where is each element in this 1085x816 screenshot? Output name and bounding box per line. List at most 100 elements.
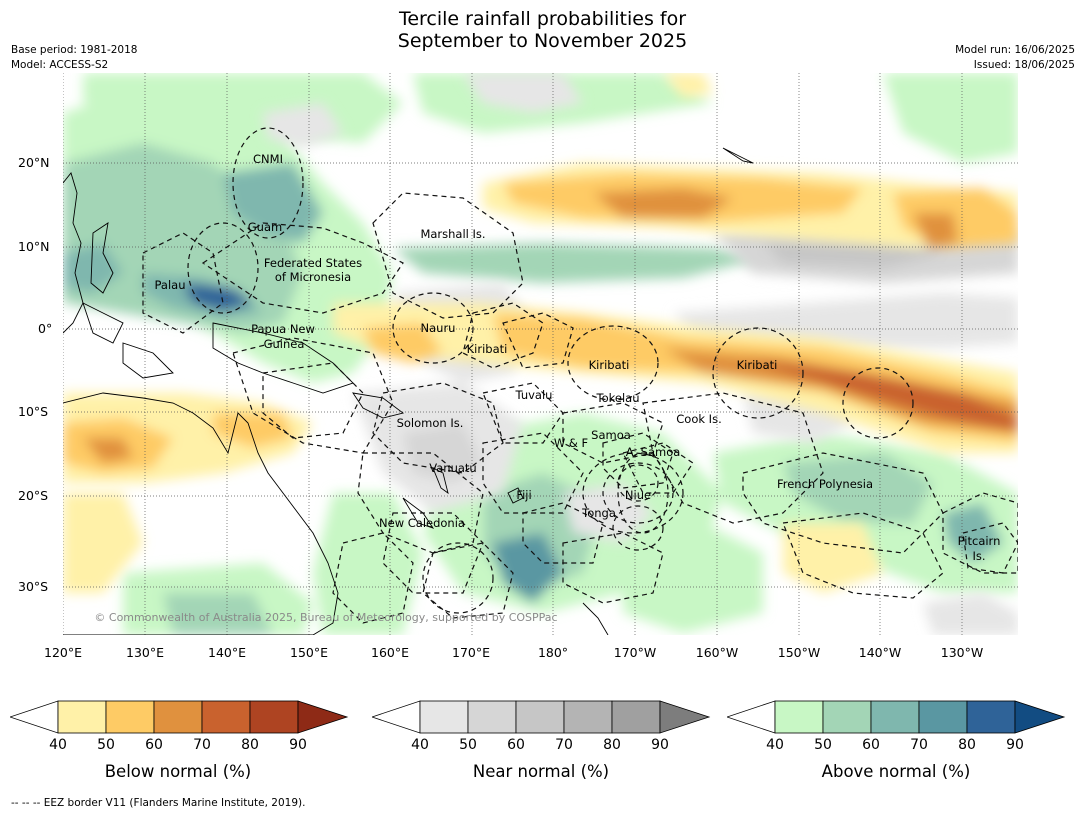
eez-label-palau: Palau	[155, 278, 186, 292]
meta-right: Model run: 16/06/2025 Issued: 18/06/2025	[955, 43, 1075, 73]
colorbar-near-segment	[563, 700, 613, 734]
lon-tick-9: 150°W	[777, 645, 821, 660]
lon-tick-4: 160°E	[370, 645, 410, 660]
eez-label-samoa: Samoa	[591, 428, 631, 442]
eez-label-png-1: Papua New	[251, 322, 315, 336]
eez-label-tuvalu: Tuvalu	[515, 388, 553, 402]
eez-label-tokelau: Tokelau	[596, 391, 640, 405]
eez-label-kiribati-west: Kiribati	[467, 342, 508, 356]
lon-tick-8: 160°W	[695, 645, 739, 660]
eez-label-tonga: Tonga	[581, 506, 616, 520]
model-name: Model: ACCESS-S2	[11, 59, 109, 71]
eez-label-solomon: Solomon Is.	[397, 416, 464, 430]
cb-above-tick-50: 50	[814, 737, 832, 753]
colorbar-below-segment	[249, 700, 299, 734]
below-normal-regions	[63, 73, 1018, 593]
eez-label-kiribati-east: Kiribati	[737, 358, 778, 372]
colorbar-above	[727, 700, 1066, 734]
cb-near-tick-60: 60	[507, 737, 525, 753]
cb-above-tick-80: 80	[958, 737, 976, 753]
lon-tick-10: 140°W	[858, 645, 902, 660]
eez-label-kiribati-central: Kiribati	[589, 358, 630, 372]
eez-label-niue: Niue	[625, 488, 651, 502]
eez-label-vanuatu: Vanuatu	[429, 461, 476, 475]
colorbar-below-segment	[57, 700, 107, 734]
colorbar-below-title: Below normal (%)	[104, 762, 252, 781]
cb-below-tick-70: 70	[193, 737, 211, 753]
lat-tick-1: 10°N	[18, 239, 50, 254]
lat-tick-4: 20°S	[18, 488, 49, 503]
cb-below-tick-50: 50	[97, 737, 115, 753]
model-run: Model run: 16/06/2025	[955, 44, 1075, 56]
eez-footnote: -- -- -- EEZ border V11 (Flanders Marine…	[11, 797, 306, 809]
chart-title: Tercile rainfall probabilities for Septe…	[0, 8, 1085, 52]
colorbar-above-segment	[918, 700, 968, 734]
eez-label-fiji: Fiji	[516, 488, 531, 502]
colorbar-below-segment	[105, 700, 155, 734]
cb-below-tick-90: 90	[289, 737, 307, 753]
eez-label-png-2: Guinea	[264, 337, 305, 351]
colorbar-above-high-arrow	[1014, 700, 1066, 734]
eez-label-asamoa: A. Samoa	[626, 445, 681, 459]
eez-label-fsm-2: of Micronesia	[275, 270, 351, 284]
eez-labels: CNMI Guam Marshall Is. Federated States …	[155, 152, 1001, 563]
colorbar-near-segment	[611, 700, 661, 734]
title-line-1: Tercile rainfall probabilities for	[398, 8, 687, 30]
cb-near-tick-40: 40	[411, 737, 429, 753]
cb-below-tick-40: 40	[49, 737, 67, 753]
cb-above-tick-70: 70	[910, 737, 928, 753]
lat-tick-3: 10°S	[18, 404, 49, 419]
lon-tick-1: 130°E	[125, 645, 165, 660]
eez-label-nauru: Nauru	[421, 321, 456, 335]
eez-label-pitcairn-2: Is.	[972, 549, 985, 563]
rainfall-probability-map: CNMI Guam Marshall Is. Federated States …	[63, 73, 1018, 635]
colorbar-below	[10, 700, 349, 734]
copyright-notice: © Commonwealth of Australia 2025, Bureau…	[94, 611, 557, 624]
colorbar-near-low-arrow	[372, 700, 421, 734]
title-line-2: September to November 2025	[397, 30, 688, 52]
colorbar-above-segment	[822, 700, 872, 734]
eez-borders	[142, 127, 1018, 624]
colorbar-below-segment	[153, 700, 203, 734]
colorbar-above-segment	[966, 700, 1016, 734]
colorbar-above-segment	[774, 700, 824, 734]
cb-near-tick-70: 70	[555, 737, 573, 753]
colorbar-near-segment	[419, 700, 469, 734]
colorbar-near-segment	[467, 700, 517, 734]
lon-tick-11: 130°W	[940, 645, 984, 660]
eez-label-fsm-1: Federated States	[264, 256, 362, 270]
colorbar-below-segment	[201, 700, 251, 734]
colorbar-above-segment	[870, 700, 920, 734]
lat-tick-5: 30°S	[18, 579, 49, 594]
eez-label-pitcairn-1: Pitcairn	[958, 534, 1001, 548]
cb-below-tick-60: 60	[145, 737, 163, 753]
cb-above-tick-90: 90	[1006, 737, 1024, 753]
colorbar-below-high-arrow	[297, 700, 349, 734]
lat-tick-0: 20°N	[18, 155, 50, 170]
cb-near-tick-50: 50	[459, 737, 477, 753]
eez-label-marshall: Marshall Is.	[420, 227, 485, 241]
base-period: Base period: 1981-2018	[11, 44, 138, 56]
lat-tick-2: 0°	[38, 321, 53, 336]
cb-above-tick-60: 60	[862, 737, 880, 753]
cb-near-tick-80: 80	[603, 737, 621, 753]
cb-above-tick-40: 40	[766, 737, 784, 753]
lon-tick-7: 170°W	[613, 645, 657, 660]
eez-label-french-polynesia: French Polynesia	[777, 477, 873, 491]
lon-tick-2: 140°E	[207, 645, 247, 660]
colorbar-near-segment	[515, 700, 565, 734]
colorbar-near	[372, 700, 711, 734]
colorbar-below-low-arrow	[10, 700, 59, 734]
cb-below-tick-80: 80	[241, 737, 259, 753]
coastlines	[63, 147, 754, 635]
lon-tick-0: 120°E	[43, 645, 83, 660]
meta-left: Base period: 1981-2018 Model: ACCESS-S2	[11, 43, 137, 73]
lon-tick-6: 180°	[537, 645, 569, 660]
colorbar-above-title: Above normal (%)	[821, 762, 971, 781]
eez-label-wf: W & F	[554, 436, 588, 450]
eez-label-new-caledonia: New Caledonia	[379, 516, 465, 530]
colorbar-above-low-arrow	[727, 700, 776, 734]
eez-label-guam: Guam	[248, 220, 282, 234]
cb-near-tick-90: 90	[651, 737, 669, 753]
lon-tick-5: 170°E	[451, 645, 491, 660]
